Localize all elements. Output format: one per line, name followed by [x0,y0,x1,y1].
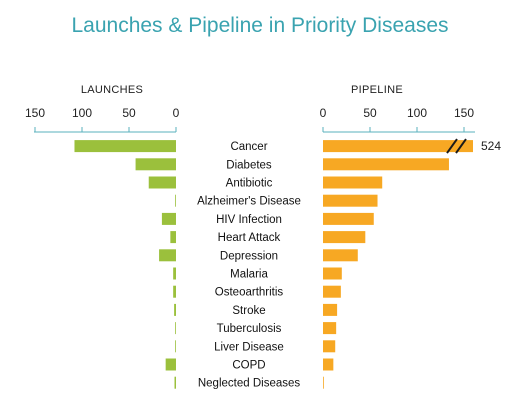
launches-bar [74,140,176,153]
launches-bar [159,249,176,262]
pipeline-tick-label: 0 [320,106,327,120]
category-label: Neglected Diseases [198,378,301,390]
category-label: Liver Disease [214,341,284,353]
launches-bar [165,358,176,371]
category-label: Osteoarthritis [215,287,284,299]
pipeline-bar [323,376,324,389]
pipeline-tick-label: 50 [363,106,377,120]
launches-bar [175,340,176,353]
pipeline-bar [323,303,338,316]
pipeline-bar [323,322,337,335]
pipeline-value-label: 524 [481,139,501,153]
launches-bar [175,322,176,335]
launches-bar [173,267,176,280]
pipeline-bar [323,212,374,225]
pipeline-tick-label: 150 [454,106,474,120]
launches-bar [148,176,176,189]
category-label: Depression [220,250,278,262]
category-label: Diabetes [226,159,272,171]
pipeline-bar [323,231,366,244]
launches-axis-label: LAUNCHES [81,84,143,96]
pipeline-bar [323,267,342,280]
launches-bar [174,303,176,316]
category-label: Tuberculosis [217,323,282,335]
pipeline-bar [323,340,336,353]
category-label: Malaria [230,269,268,281]
pipeline-bar [323,140,473,153]
category-label: Heart Attack [218,232,281,244]
pipeline-bar [323,285,341,298]
launches-bar [173,285,176,298]
launches-bar [174,376,176,389]
launches-tick-label: 100 [72,106,92,120]
launches-tick-label: 150 [25,106,45,120]
category-label: COPD [232,360,265,372]
pipeline-axis-label: PIPELINE [351,84,403,96]
axis-break-mark [455,138,467,154]
pipeline-bar [323,358,334,371]
category-label: Stroke [232,305,265,317]
pipeline-bar [323,176,383,189]
pipeline-bar [323,194,378,207]
launches-bar [161,212,176,225]
launches-tick-label: 50 [122,106,136,120]
launches-bar [175,194,176,207]
category-label: HIV Infection [216,214,282,226]
category-label: Cancer [230,141,267,153]
pipeline-tick-label: 100 [407,106,427,120]
axis-break-mark [446,138,458,154]
category-label: Antibiotic [226,178,273,190]
category-label: Alzheimer's Disease [197,196,301,208]
pipeline-bar [323,249,358,262]
launches-bar [135,158,176,171]
page-title: Launches & Pipeline in Priority Diseases [71,14,449,37]
launches-bar [170,231,176,244]
launches-tick-label: 0 [173,106,180,120]
pipeline-bar [323,158,449,171]
